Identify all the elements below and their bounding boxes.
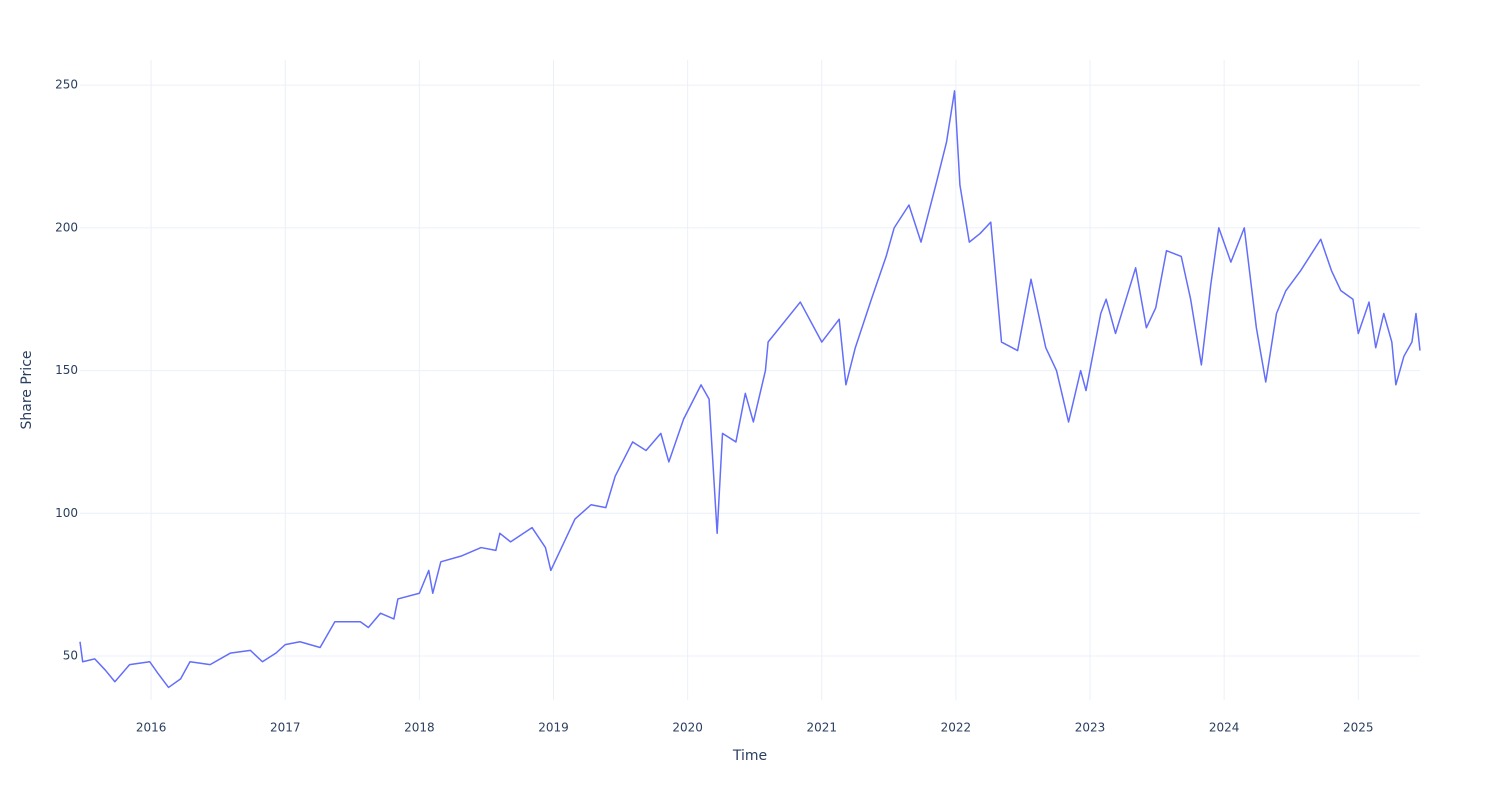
- price-line: [79, 90, 1421, 689]
- x-tick-label: 2017: [270, 721, 301, 735]
- x-tick-label: 2023: [1075, 721, 1106, 735]
- y-tick-label: 50: [63, 649, 78, 663]
- x-tick-label: 2019: [538, 721, 569, 735]
- y-tick-label: 200: [55, 220, 78, 234]
- y-axis-title: Share Price: [19, 350, 35, 429]
- x-tick-label: 2024: [1209, 721, 1240, 735]
- y-tick-label: 100: [55, 506, 78, 520]
- x-tick-label: 2016: [136, 721, 167, 735]
- x-axis-title: Time: [732, 748, 767, 764]
- y-tick-label: 150: [55, 363, 78, 377]
- x-tick-label: 2020: [672, 721, 703, 735]
- x-tick-label: 2018: [404, 721, 435, 735]
- x-tick-label: 2022: [941, 721, 972, 735]
- y-tick-label: 250: [55, 78, 78, 92]
- x-tick-label: 2021: [806, 721, 837, 735]
- x-tick-label: 2025: [1343, 721, 1374, 735]
